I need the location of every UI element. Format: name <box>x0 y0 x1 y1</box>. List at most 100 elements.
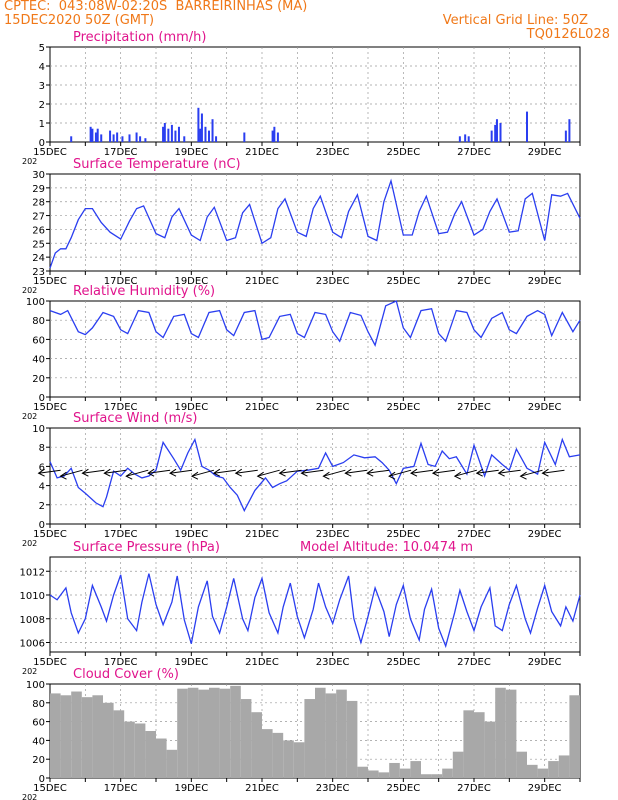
cloud-bar <box>495 687 506 778</box>
cloud-bar <box>166 749 178 778</box>
cloud-xtick-label: 17DEC <box>104 783 138 794</box>
wind-arrow-head <box>256 471 264 480</box>
wind-xtick-label: 23DEC <box>316 529 350 540</box>
wind-xtick-label: 19DEC <box>174 529 208 540</box>
precip-bar <box>495 119 498 142</box>
rh-ytick-label: 20 <box>32 374 45 385</box>
cloud-bar <box>452 751 464 778</box>
wind-arrow-head <box>431 468 440 477</box>
cloud-bar <box>378 772 390 778</box>
precip-bar <box>139 136 142 142</box>
temp-ytick-label: 29 <box>32 184 45 195</box>
cloud-bar <box>145 731 156 778</box>
precip-bar <box>200 113 203 142</box>
wind-arrow <box>454 469 477 477</box>
cloud-bar <box>368 770 379 778</box>
pres-xtick-label: 25DEC <box>386 657 420 668</box>
precip-bar <box>197 107 200 142</box>
precip-bar <box>162 126 165 142</box>
wind-arrow <box>38 469 61 474</box>
pres-xtick-label: 15DEC <box>33 657 67 668</box>
wind-arrow <box>410 469 434 474</box>
wind-arrow-head <box>388 471 396 480</box>
precip-bar <box>128 134 131 142</box>
cloud-bar <box>240 699 252 778</box>
cloud-bar <box>357 766 368 778</box>
wind-xtick-label: 17DEC <box>104 529 138 540</box>
wind-arrow <box>235 469 258 474</box>
temp-xtick-label: 17DEC <box>104 276 138 287</box>
wind-arrow-head <box>37 468 45 477</box>
wind-arrow-head <box>103 468 111 477</box>
precip-bar <box>490 130 493 142</box>
temp-series-line <box>49 178 581 269</box>
precip-bar <box>94 132 97 142</box>
cloud-bar <box>505 689 517 778</box>
wind-ytick-label: 8 <box>39 443 45 454</box>
wind-xtick-label: 27DEC <box>457 529 491 540</box>
rh-xtick-label: 17DEC <box>104 402 138 413</box>
precip-bar <box>91 128 94 142</box>
cloud-title: Cloud Cover (%) <box>73 667 179 682</box>
cloud-bar <box>272 732 284 778</box>
cloud-bar <box>431 774 443 778</box>
cloud-ytick-label: 20 <box>32 755 45 766</box>
cloud-bar <box>474 712 485 778</box>
pres-ytick-label: 1012 <box>20 567 45 578</box>
cloud-bar <box>463 710 474 778</box>
wind-xtick-label: 21DEC <box>245 529 279 540</box>
precip-bar <box>100 134 103 142</box>
cloud-bar <box>262 729 273 778</box>
cloud-bar <box>484 721 496 778</box>
precip-bar <box>199 128 202 142</box>
wind-arrow-head <box>497 468 505 477</box>
precip-bar <box>211 119 214 142</box>
cloud-bar <box>569 695 580 778</box>
wind-frame <box>49 427 581 525</box>
cloud-bar <box>283 740 294 778</box>
wind-arrow-head <box>278 468 286 477</box>
precip-bar <box>243 132 246 142</box>
precip-xtick-label: 17DEC <box>104 147 138 158</box>
header-datetime: 15DEC2020 50Z (GMT) <box>4 13 155 28</box>
cloud-ytick-label: 0 <box>39 774 45 785</box>
wind-arrow <box>279 469 302 474</box>
cloud-bar <box>293 742 305 778</box>
cloud-bar <box>92 695 103 778</box>
cloud-xtick-label: 19DEC <box>174 783 208 794</box>
temp-ytick-label: 26 <box>32 225 45 236</box>
cloud-bar <box>399 768 411 778</box>
wind-ytick-label: 4 <box>39 482 45 493</box>
precip-title: Precipitation (mm/h) <box>73 30 206 45</box>
cloud-bar <box>198 689 209 778</box>
wind-arrow-head <box>300 468 308 477</box>
precip-bar <box>464 134 467 142</box>
cloud-bar <box>527 764 538 778</box>
wind-arrow-head <box>234 468 243 477</box>
rh-xtick-label: 21DEC <box>245 402 279 413</box>
cloud-bar <box>304 699 315 778</box>
cloud-ytick-label: 80 <box>32 699 45 710</box>
precip-bar <box>163 123 166 142</box>
precip-bar <box>70 136 73 142</box>
rh-xtick-label: 23DEC <box>316 402 350 413</box>
temp-xtick-label: 21DEC <box>245 276 279 287</box>
pres-xtick-label: 21DEC <box>245 657 279 668</box>
temp-title: Surface Temperature (nC) <box>73 157 241 172</box>
wind-arrow <box>345 469 368 474</box>
pres-xtick-label: 29DEC <box>528 657 562 668</box>
precip-xtick-label: 29DEC <box>528 147 562 158</box>
precip-xtick-label: 27DEC <box>457 147 491 158</box>
header-model-id: TQ0126L028 <box>526 27 610 42</box>
wind-arrow-head <box>453 471 462 480</box>
wind-arrow <box>169 469 193 474</box>
wind-arrow <box>191 469 215 477</box>
precip-bar <box>183 136 186 142</box>
precip-bar <box>564 130 567 142</box>
wind-arrow <box>257 469 280 477</box>
precip-bar <box>215 136 218 142</box>
wind-arrow-head <box>81 468 89 477</box>
pres-ytick-label: 1006 <box>20 639 45 650</box>
precip-bar <box>167 128 170 142</box>
rh-year-fragment: 202 <box>22 412 37 421</box>
